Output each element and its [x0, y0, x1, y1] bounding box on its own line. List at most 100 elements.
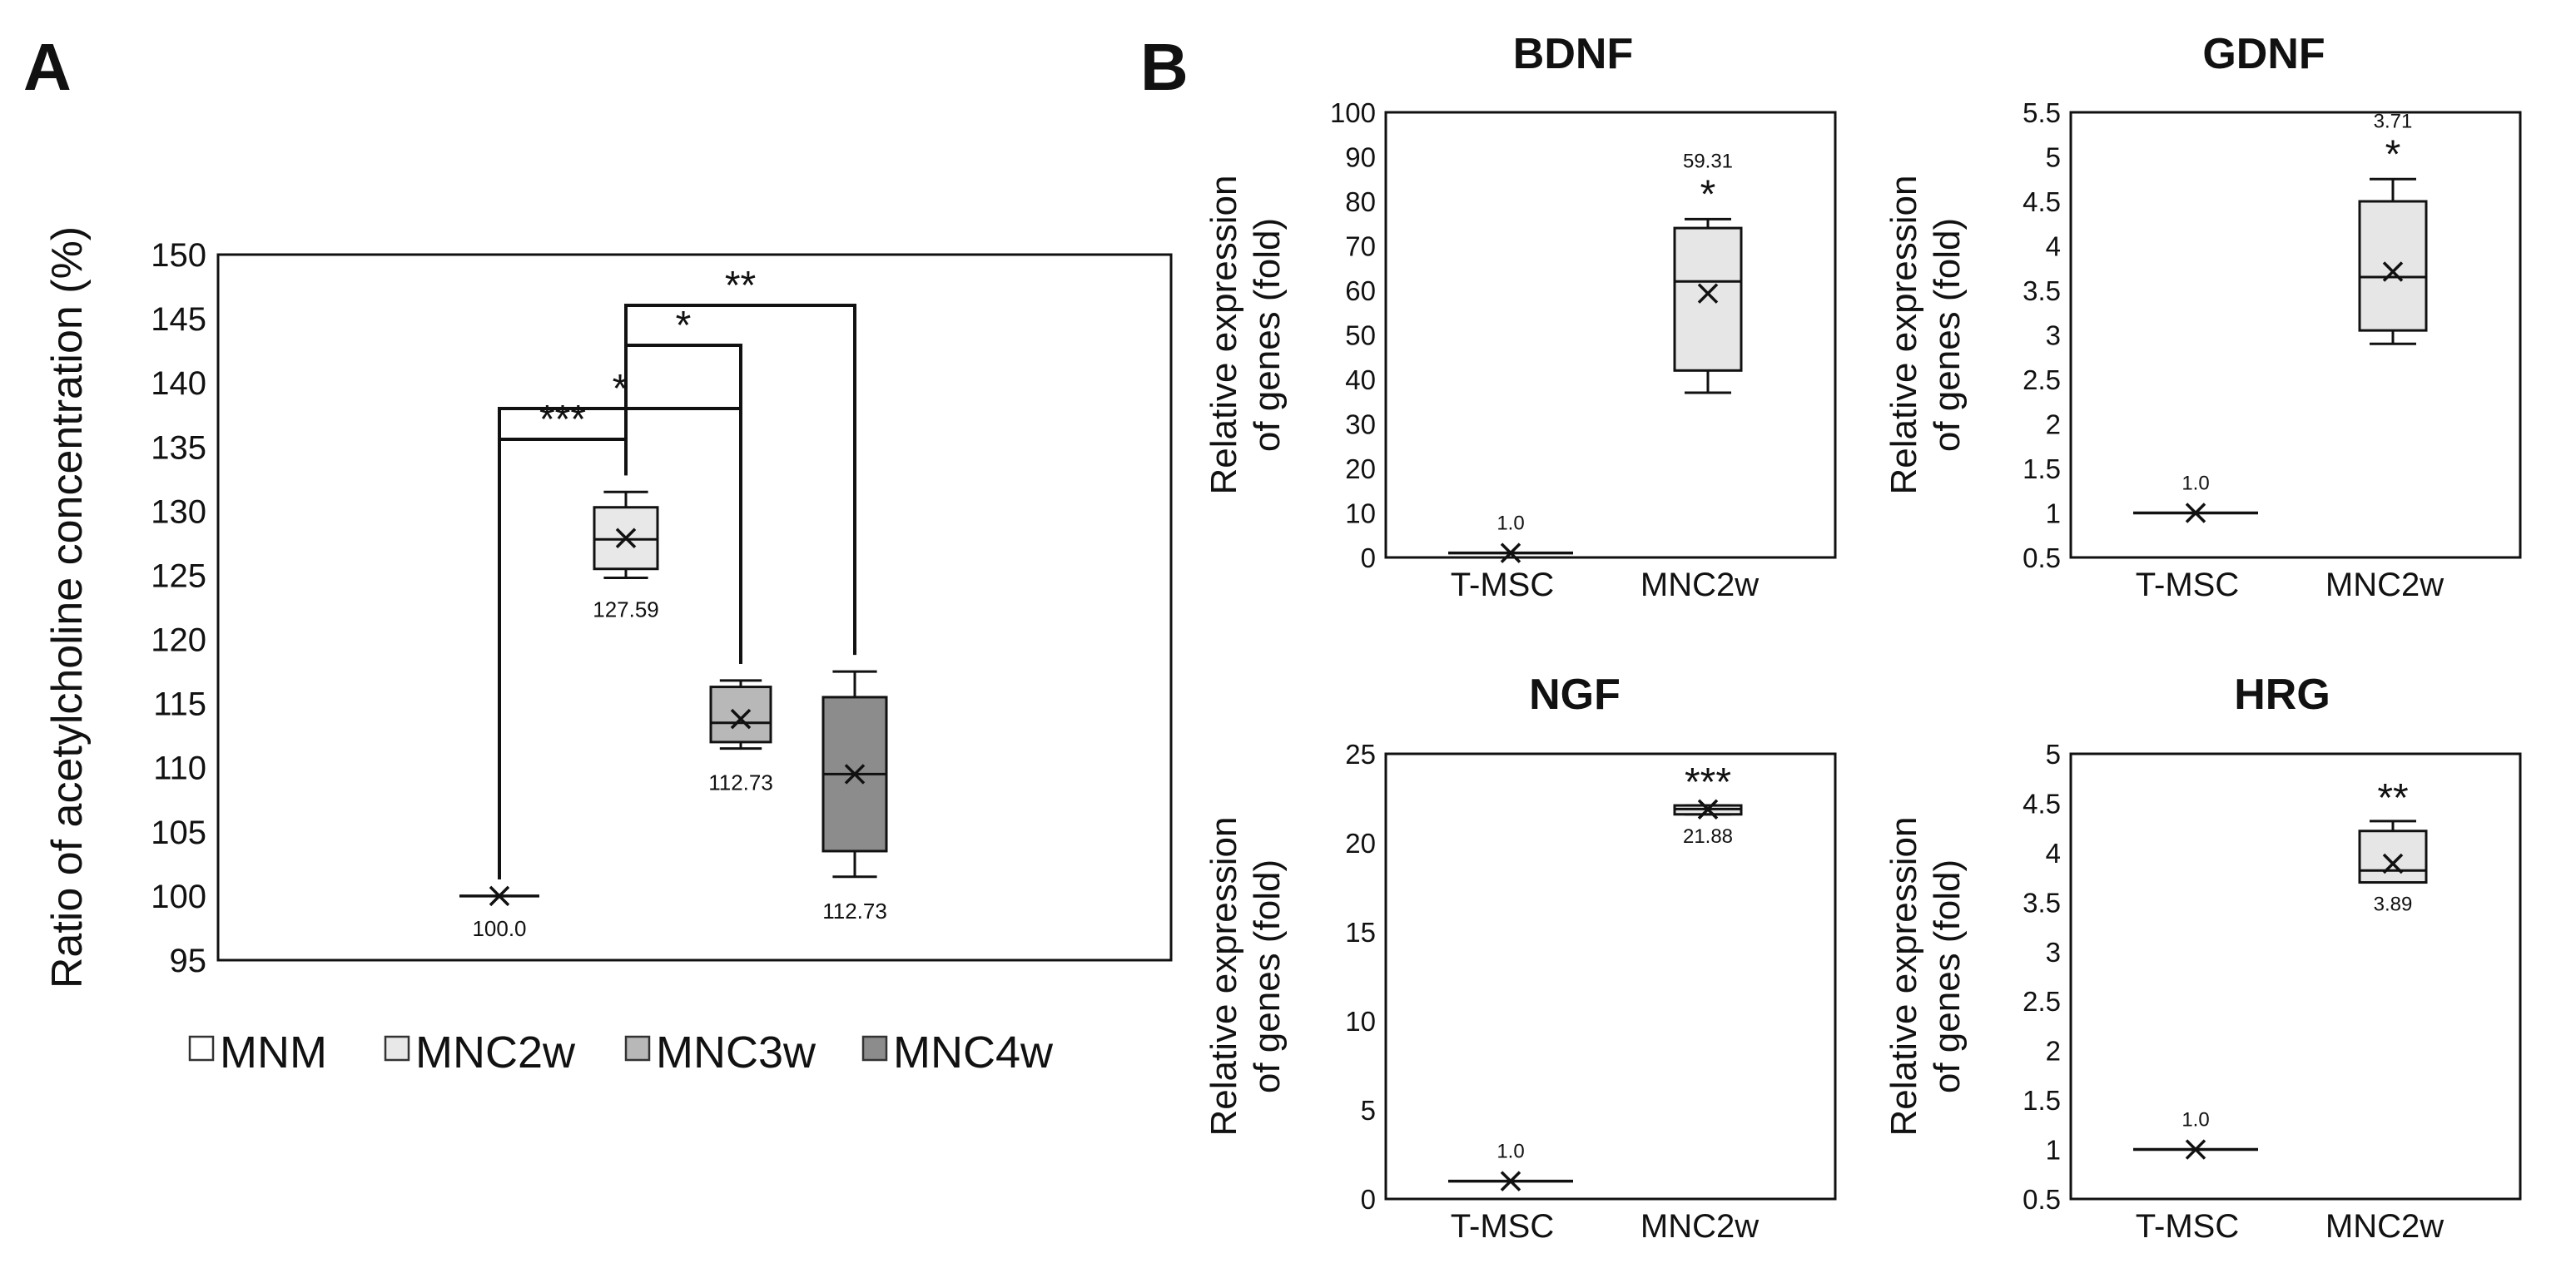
y-tick-label: 50 [1345, 320, 1376, 351]
y-tick-label: 0.5 [2023, 542, 2061, 573]
y-tick-label: 0 [1361, 542, 1376, 573]
y-tick-label: 110 [153, 750, 206, 787]
value-label: 112.73 [822, 899, 887, 924]
panel-label-b: B [1140, 30, 1189, 104]
y-tick-label: 3.5 [2023, 887, 2061, 918]
plot-frame [1384, 752, 1837, 1201]
y-tick-label: 125 [151, 557, 206, 594]
box-mnc3w-box [709, 686, 772, 744]
y-tick-label: 1 [2046, 1135, 2061, 1166]
panel-label-a: A [23, 30, 72, 104]
value-label: 112.73 [708, 770, 773, 795]
y-tick-label: 135 [151, 429, 206, 466]
x-tick-label: T-MSC [1451, 1208, 1554, 1245]
box-mnc2w-mean-marker [1697, 799, 1719, 820]
y-tick-label: 3 [2046, 320, 2061, 351]
y-tick-label: 10 [1345, 498, 1376, 529]
y-tick-label: 130 [151, 493, 206, 530]
box-mnc2w-mean-marker [1697, 283, 1719, 304]
box-mnc2w-box [2358, 830, 2428, 884]
box-t-msc-mean-marker [2185, 503, 2206, 523]
significance-bracket [624, 304, 856, 656]
y-axis-label-line-2: of genes (fold) [1247, 859, 1288, 1093]
box-mnm-mean-marker [489, 885, 510, 907]
y-tick-label: 100 [1330, 97, 1376, 128]
legend-swatch [188, 1035, 215, 1062]
legend-swatch [384, 1035, 410, 1062]
significance-bracket [498, 438, 628, 879]
box-t-msc-mean-marker [2185, 1139, 2206, 1160]
value-label: 59.31 [1683, 150, 1733, 172]
chart-gdnf: GDNF 0.5 1 1.5 2 2.5 3 3.5 4 4.5 5 5.5 Relative expr… [1884, 30, 2522, 603]
value-label: 100.0 [472, 916, 526, 941]
plot-frame [2069, 752, 2522, 1201]
y-tick-label: 2.5 [2023, 364, 2061, 395]
y-tick-label: 0 [1361, 1184, 1376, 1215]
y-tick-label: 105 [151, 815, 206, 851]
y-tick-label: 5 [2046, 142, 2061, 173]
y-tick-label: 2 [2046, 1036, 2061, 1067]
y-tick-label: 15 [1345, 917, 1376, 948]
significance-label: * [2385, 132, 2401, 176]
box-mnc2w-mean-marker [2382, 853, 2404, 874]
y-tick-label: 2.5 [2023, 986, 2061, 1017]
y-tick-label: 10 [1345, 1006, 1376, 1037]
x-tick-label: MNC2w [2325, 567, 2444, 603]
y-axis-label-line-2: of genes (fold) [1247, 218, 1288, 452]
box-mnc2w-mean-marker [615, 528, 637, 548]
chart-title: BDNF [1513, 30, 1633, 78]
chart-acetylcholine: 95 100 105 110 115 120 125 130 135 140 145 150 Ratio… [43, 226, 1173, 1077]
box-mnc2w-box [2358, 200, 2428, 332]
chart-title: NGF [1529, 671, 1621, 719]
legend-label: MNC4w [893, 1028, 1054, 1077]
y-tick-label: 2 [2046, 409, 2061, 440]
y-axis-label: Ratio of acetylcholine concentration (%) [43, 226, 92, 988]
y-tick-label: 25 [1345, 739, 1376, 770]
chart-title: HRG [2234, 671, 2330, 719]
y-tick-label: 150 [151, 237, 206, 274]
y-tick-label: 4 [2046, 231, 2061, 262]
significance-label: * [676, 304, 692, 348]
y-tick-label: 20 [1345, 453, 1376, 484]
plot-frame [1384, 111, 1837, 559]
value-label: 1.0 [2181, 473, 2209, 495]
y-tick-label: 140 [151, 365, 206, 402]
box-mnc2w-mean-marker [2382, 261, 2404, 282]
y-tick-label: 60 [1345, 275, 1376, 306]
significance-label: *** [539, 398, 586, 442]
box-mnc2w-box [1673, 226, 1743, 372]
y-tick-label: 30 [1345, 409, 1376, 440]
y-axis-label-line-1: Relative expression [1204, 176, 1244, 495]
value-label: 3.71 [2374, 110, 2413, 132]
value-label: 1.0 [1496, 1141, 1524, 1163]
legend-label: MNC2w [415, 1028, 576, 1077]
y-tick-label: 80 [1345, 186, 1376, 217]
y-tick-label: 4 [2046, 838, 2061, 869]
value-label: 3.89 [2374, 894, 2413, 916]
box-t-msc-mean-marker [1500, 1171, 1521, 1191]
significance-label: * [613, 367, 628, 411]
x-tick-label: MNC2w [2325, 1208, 2444, 1245]
plot-frame [216, 253, 1173, 962]
y-tick-label: 3 [2046, 937, 2061, 968]
significance-bracket [498, 407, 742, 879]
box-t-msc-mean-marker [1500, 542, 1521, 563]
y-tick-label: 3.5 [2023, 275, 2061, 306]
y-tick-label: 4.5 [2023, 186, 2061, 217]
y-tick-label: 5.5 [2023, 97, 2061, 128]
y-tick-label: 5 [1361, 1095, 1376, 1126]
significance-label: ** [2377, 776, 2408, 820]
y-tick-label: 40 [1345, 364, 1376, 395]
x-tick-label: MNC2w [1640, 567, 1759, 603]
y-tick-label: 0.5 [2023, 1184, 2061, 1215]
chart-ngf: NGF 0 5 10 15 20 25 Relative expression of genes… [1204, 671, 1837, 1245]
y-tick-label: 120 [151, 622, 206, 659]
x-tick-label: T-MSC [2136, 567, 2239, 603]
y-axis-label-line-2: of genes (fold) [1927, 859, 1968, 1093]
y-tick-label: 145 [151, 301, 206, 338]
x-tick-label: MNC2w [1640, 1208, 1759, 1245]
x-tick-label: T-MSC [2136, 1208, 2239, 1245]
value-label: 1.0 [2181, 1109, 2209, 1132]
y-tick-label: 70 [1345, 231, 1376, 262]
